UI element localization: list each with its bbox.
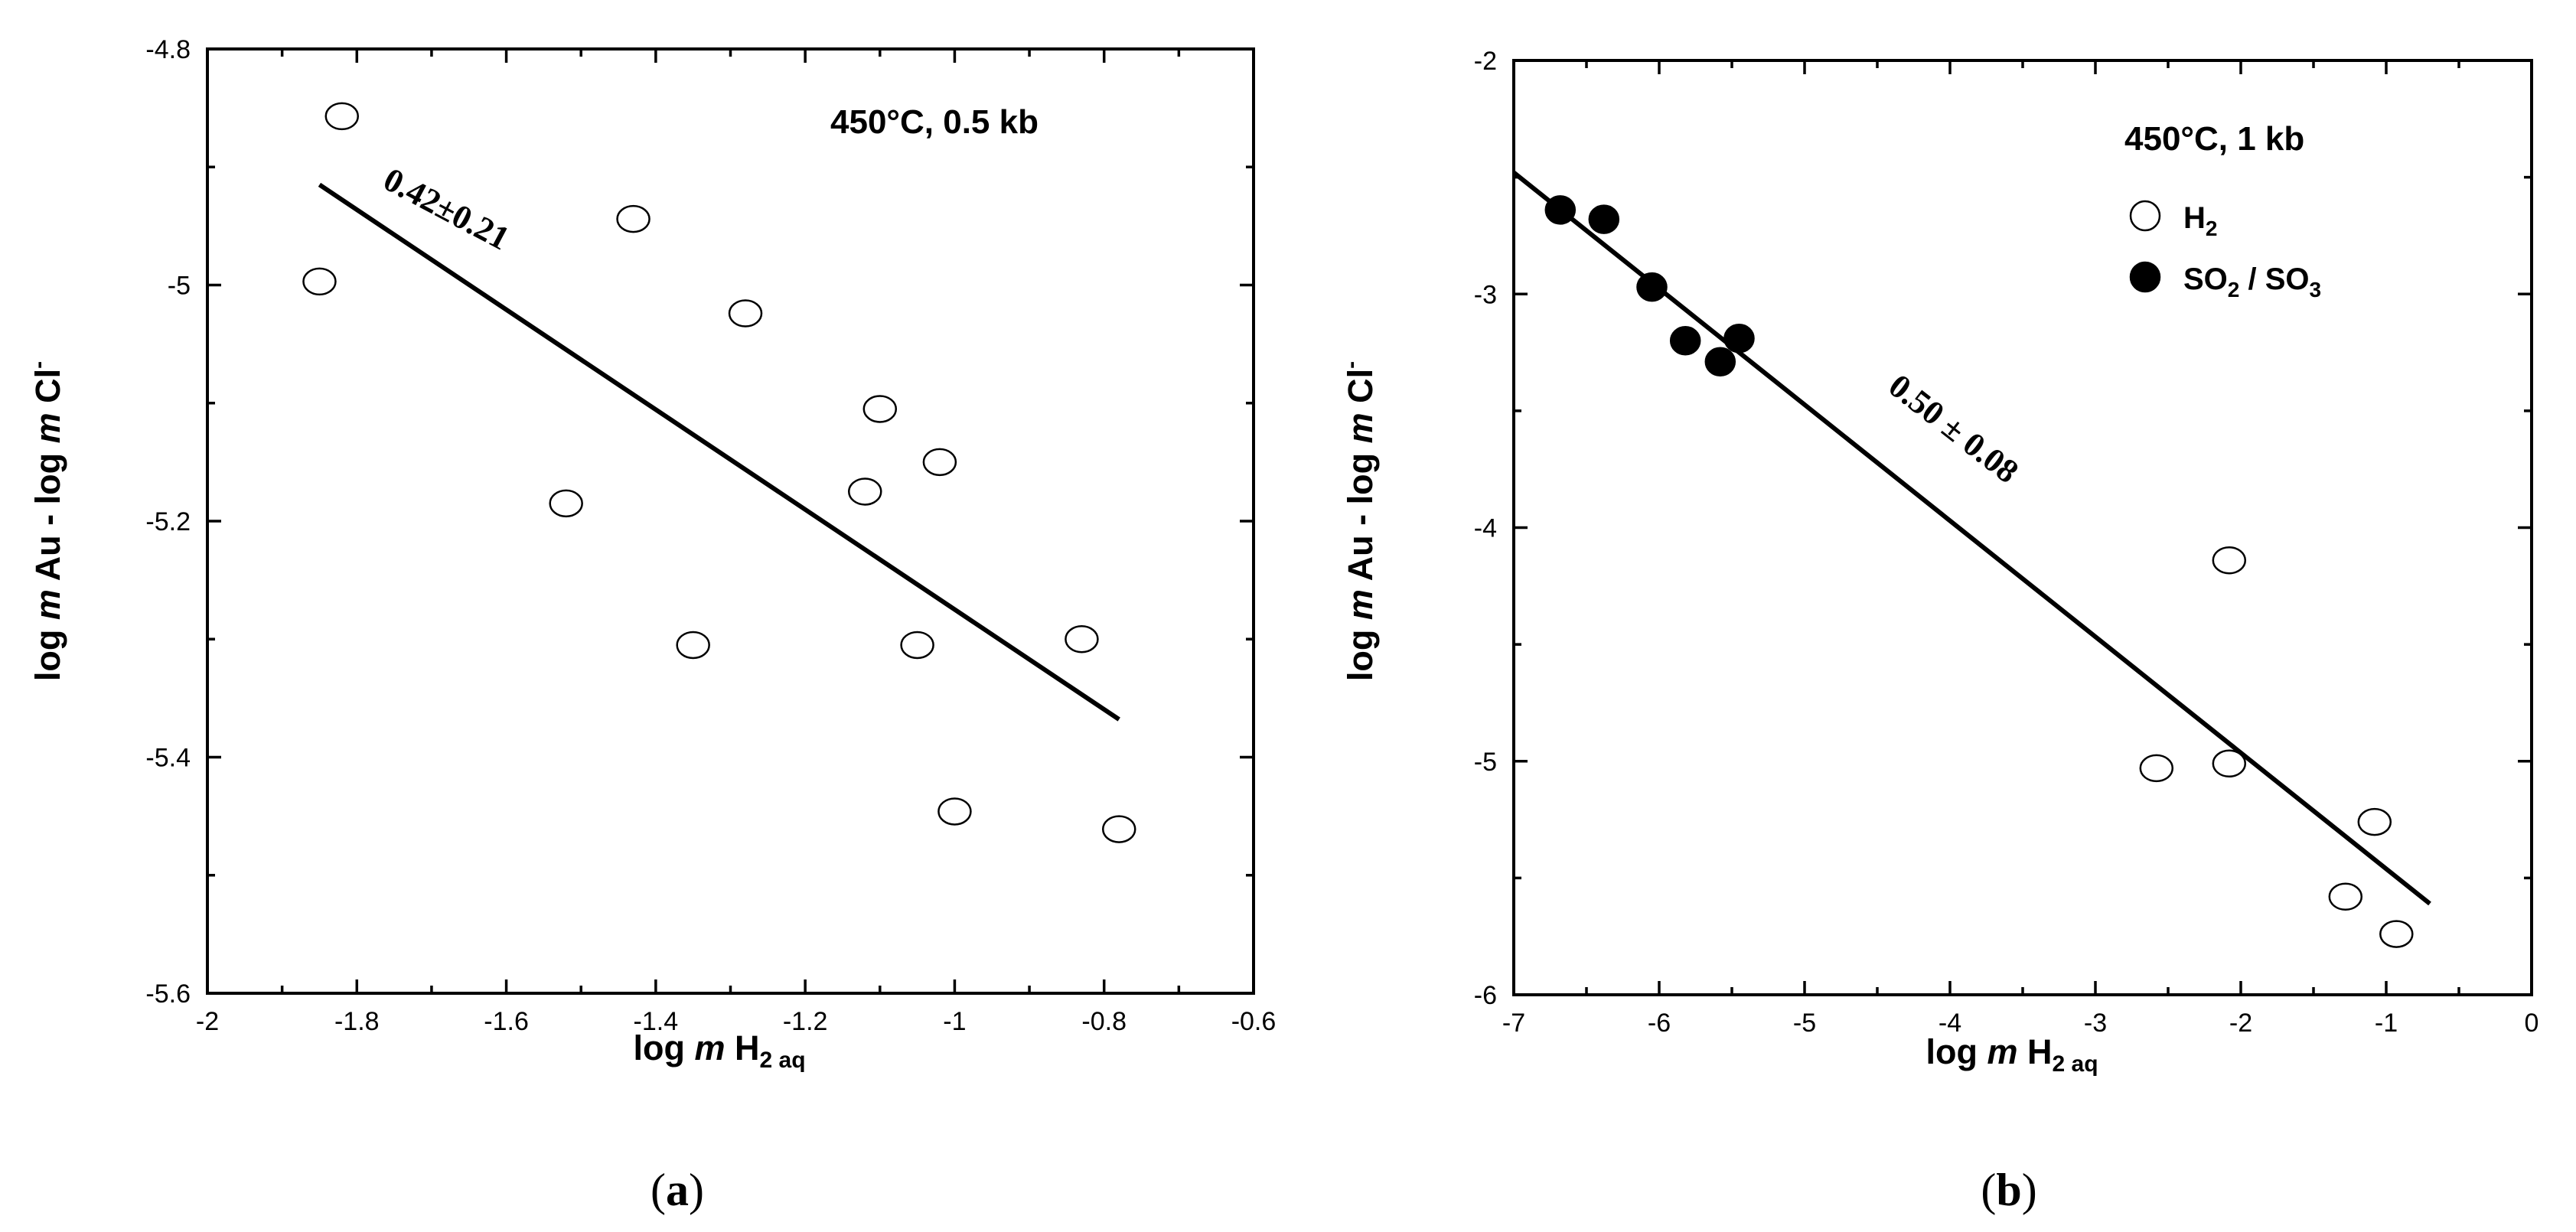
x-tick-label: -2 xyxy=(2229,1009,2252,1038)
panel-b-y-axis-label: log m Au - log m Cl- xyxy=(1339,361,1380,681)
data-point-open xyxy=(728,299,763,328)
data-point-open xyxy=(1065,625,1099,653)
data-point-open xyxy=(862,395,898,423)
y-tick-label: -5 xyxy=(1474,748,1497,777)
data-point-open xyxy=(2212,749,2247,778)
data-point-open xyxy=(2379,920,2414,948)
panel-a-label: (a) xyxy=(651,1165,704,1215)
data-point-open xyxy=(302,267,337,296)
data-point-filled xyxy=(1544,195,1577,225)
legend-so-sub: 2 xyxy=(2228,278,2240,301)
data-point-open xyxy=(549,489,583,518)
y-tick-label: -3 xyxy=(1474,280,1497,309)
data-point-open xyxy=(324,102,360,131)
x-tick-label: -1.2 xyxy=(783,1007,828,1036)
panel-b-x-axis-label: log m H2 aq xyxy=(1925,1032,2098,1077)
x-tick-label: -1.8 xyxy=(334,1007,380,1036)
panel-a-x-ticks: -2 -1.8 -1.6 -1.4 -1.2 -1 -0.8 -0.6 xyxy=(196,49,1276,1036)
data-point-open xyxy=(900,631,934,660)
legend-so-text: SO xyxy=(2183,262,2228,296)
panel-a-condition-label: 450°C, 0.5 kb xyxy=(830,103,1039,141)
y-tick-label: -6 xyxy=(1474,981,1497,1010)
x-tick-label: -0.6 xyxy=(1231,1007,1277,1036)
panel-b-plot-frame xyxy=(1512,59,2533,996)
y-tick-label: -4.8 xyxy=(145,35,191,64)
regression-line xyxy=(318,182,1120,722)
x-tick-label: -5 xyxy=(1793,1009,1816,1038)
panel-b-label: (b) xyxy=(1981,1165,2036,1215)
data-point-filled xyxy=(1669,326,1701,356)
x-tick-label: -6 xyxy=(1648,1009,1671,1038)
legend-h2-sub: 2 xyxy=(2206,217,2218,240)
data-point-open xyxy=(1101,815,1136,843)
panel-b-legend: H2 SO2 / SO3 xyxy=(2129,200,2321,301)
panel-a-data-points xyxy=(302,102,1136,843)
panel-b-slope-label: 0.50 ± 0.08 xyxy=(1882,367,2026,491)
legend-entry-h2: H2 xyxy=(2183,201,2217,240)
panel-a-plot-frame xyxy=(206,47,1255,995)
data-point-open xyxy=(922,448,957,477)
data-point-open xyxy=(848,477,882,506)
legend-open-circle-icon xyxy=(2129,200,2161,232)
legend-so-text2: / SO xyxy=(2239,262,2309,296)
panel-b-x-ticks: -7 -6 -5 -4 -3 -2 -1 0 xyxy=(1502,60,2539,1038)
legend-filled-circle-icon xyxy=(2129,261,2161,293)
y-tick-label: -2 xyxy=(1474,47,1497,76)
data-point-open xyxy=(937,797,972,826)
panel-b-fit-line-group xyxy=(1512,171,2431,906)
panel-a-x-axis-label: log m H2 aq xyxy=(633,1028,805,1073)
data-point-open xyxy=(676,631,710,660)
x-tick-label: -1.6 xyxy=(484,1007,529,1036)
x-tick-label: -1 xyxy=(943,1007,966,1036)
panel-a-letter: a xyxy=(666,1165,689,1215)
x-tick-label: -3 xyxy=(2084,1009,2107,1038)
x-tick-label: -7 xyxy=(1502,1009,1525,1038)
y-tick-label: -5.6 xyxy=(145,979,191,1009)
x-tick-label: -2 xyxy=(196,1007,219,1036)
panel-b-letter: b xyxy=(1996,1165,2021,1215)
panel-b-condition-label: 450°C, 1 kb xyxy=(2124,120,2304,158)
data-point-filled xyxy=(1704,347,1736,377)
panel-a-y-axis-label: log m Au - log m Cl- xyxy=(26,361,67,681)
data-point-open xyxy=(2212,546,2247,575)
legend-entry-so2-so3: SO2 / SO3 xyxy=(2183,262,2321,301)
panel-a-slope-label: 0.42±0.21 xyxy=(377,161,515,258)
legend-h2-text: H xyxy=(2183,201,2206,235)
data-point-open xyxy=(2139,754,2174,783)
data-point-open xyxy=(2328,882,2363,911)
panel-a-y-ticks: -5.6 -5.4 -5.2 -5 -4.8 xyxy=(145,35,1254,1009)
x-tick-label: -4 xyxy=(1939,1009,1961,1038)
data-point-open xyxy=(616,204,651,233)
data-point-filled xyxy=(1588,204,1620,234)
x-tick-label: -0.8 xyxy=(1081,1007,1127,1036)
panel-b-chart: -7 -6 -5 -4 -3 -2 -1 0 -6-5-4-3-2 450°C, 1 kb H… xyxy=(1339,47,2539,1215)
panel-b-y-ticks: -6 -5 -4 -3 -2 xyxy=(1474,47,2532,1010)
data-point-filled xyxy=(1723,323,1755,354)
x-tick-label: -1.4 xyxy=(634,1007,679,1036)
legend-so-sub2: 3 xyxy=(2310,278,2322,301)
panel-a-chart: -2 -1.8 -1.6 -1.4 -1.2 -1 -0.8 -0.6 -5.6-5.4-5.… xyxy=(26,35,1276,1215)
y-tick-label: -5 xyxy=(168,272,191,301)
y-tick-label: -5.4 xyxy=(145,744,191,773)
x-tick-label: 0 xyxy=(2525,1009,2539,1038)
data-point-filled xyxy=(1636,272,1668,302)
y-tick-label: -4 xyxy=(1474,514,1497,543)
x-tick-label: -1 xyxy=(2375,1009,2398,1038)
panel-b-data-points xyxy=(1544,195,2414,948)
panel-a-fit-line-group xyxy=(318,182,1120,722)
data-point-open xyxy=(2357,807,2392,836)
y-tick-label: -5.2 xyxy=(145,507,191,536)
regression-line xyxy=(1512,171,2431,906)
